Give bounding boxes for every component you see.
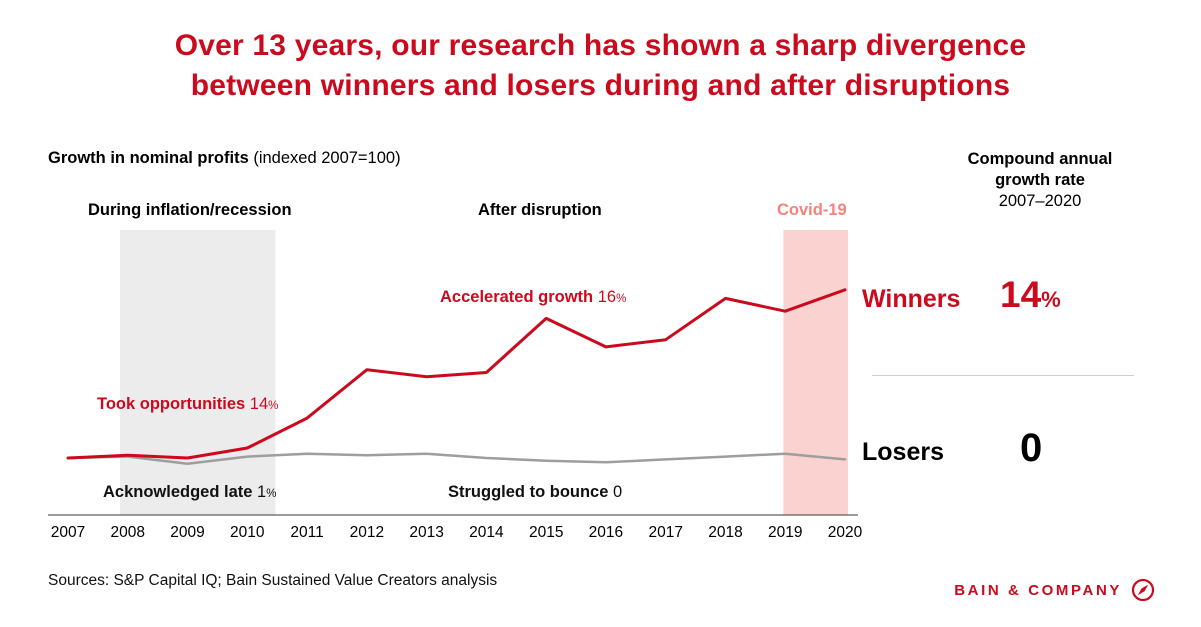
winners-series-label: Winners xyxy=(862,285,961,313)
cagr-period: 2007–2020 xyxy=(998,192,1082,210)
cagr-header-line1: Compound annual xyxy=(967,150,1113,168)
profit-growth-chart: 2007 2008 2009 2010 2011 2012 2013 2014 2015 2016… xyxy=(48,230,863,541)
phase-region-0 xyxy=(120,230,276,515)
bain-compass-logo-icon xyxy=(1131,578,1155,602)
annotation-struggled-to-bounce: Struggled to bounce 0 xyxy=(448,483,622,502)
x-tick-2015: 2015 xyxy=(529,524,563,541)
losers-cagr-number: 0 xyxy=(1020,426,1043,470)
annotation-acknowledged-late: Acknowledged late 1% xyxy=(103,483,276,502)
x-tick-2012: 2012 xyxy=(350,524,384,541)
annotation-unit: % xyxy=(266,488,277,500)
losers-cagr-value: 0 xyxy=(1020,426,1042,471)
x-tick-2009: 2009 xyxy=(170,524,204,541)
x-tick-2010: 2010 xyxy=(230,524,265,541)
annotation-value: 0 xyxy=(613,483,623,501)
x-tick-2014: 2014 xyxy=(469,524,504,541)
annotation-value: 1 xyxy=(257,483,267,501)
winners-cagr-number: 14 xyxy=(1000,274,1042,315)
phase-region-1 xyxy=(783,230,848,515)
chart-subtitle-bold: Growth in nominal profits xyxy=(48,149,249,167)
x-tick-2017: 2017 xyxy=(648,524,682,541)
annotation-unit: % xyxy=(268,400,279,412)
x-tick-2016: 2016 xyxy=(589,524,623,541)
brand-name: BAIN & COMPANY xyxy=(954,581,1122,599)
x-tick-2007: 2007 xyxy=(51,524,85,541)
winners-cagr-value: 14% xyxy=(1000,274,1061,316)
x-tick-2019: 2019 xyxy=(768,524,802,541)
brand-lockup: BAIN & COMPANY xyxy=(954,578,1155,602)
losers-line xyxy=(66,452,847,465)
chart-subtitle: Growth in nominal profits (indexed 2007=… xyxy=(48,149,401,168)
cagr-header-line2: growth rate xyxy=(995,171,1085,189)
annotation-label: Accelerated growth xyxy=(440,288,594,306)
annotation-label: Took opportunities xyxy=(97,395,246,413)
x-tick-2013: 2013 xyxy=(409,524,443,541)
annotation-accelerated-growth: Accelerated growth 16% xyxy=(440,288,626,307)
winners-cagr-unit: % xyxy=(1041,287,1061,312)
x-tick-2011: 2011 xyxy=(290,524,323,541)
x-tick-2018: 2018 xyxy=(708,524,742,541)
winners-line xyxy=(66,288,847,460)
cagr-header: Compound annual growth rate 2007–2020 xyxy=(940,149,1140,212)
annotation-value: 16 xyxy=(597,288,617,306)
chart-subtitle-regular: (indexed 2007=100) xyxy=(248,149,401,167)
losers-series-label: Losers xyxy=(862,438,944,466)
phase-label-covid: Covid-19 xyxy=(777,201,847,219)
annotation-took-opportunities: Took opportunities 14% xyxy=(97,395,278,414)
sources-note: Sources: S&P Capital IQ; Bain Sustained … xyxy=(48,572,498,589)
x-tick-2008: 2008 xyxy=(111,524,145,541)
legend-divider xyxy=(872,375,1134,376)
phase-label-recession: During inflation/recession xyxy=(88,201,292,219)
annotation-unit: % xyxy=(616,293,627,305)
page-title: Over 13 years, our research has shown a … xyxy=(0,26,1201,106)
annotation-label: Struggled to bounce xyxy=(448,483,609,501)
x-tick-2020: 2020 xyxy=(828,524,863,541)
phase-label-after-disruption: After disruption xyxy=(478,201,602,219)
annotation-label: Acknowledged late xyxy=(103,483,253,501)
page-title-line2: between winners and losers during and af… xyxy=(190,69,1011,102)
annotation-value: 14 xyxy=(249,395,269,413)
page-title-line1: Over 13 years, our research has shown a … xyxy=(174,29,1027,62)
